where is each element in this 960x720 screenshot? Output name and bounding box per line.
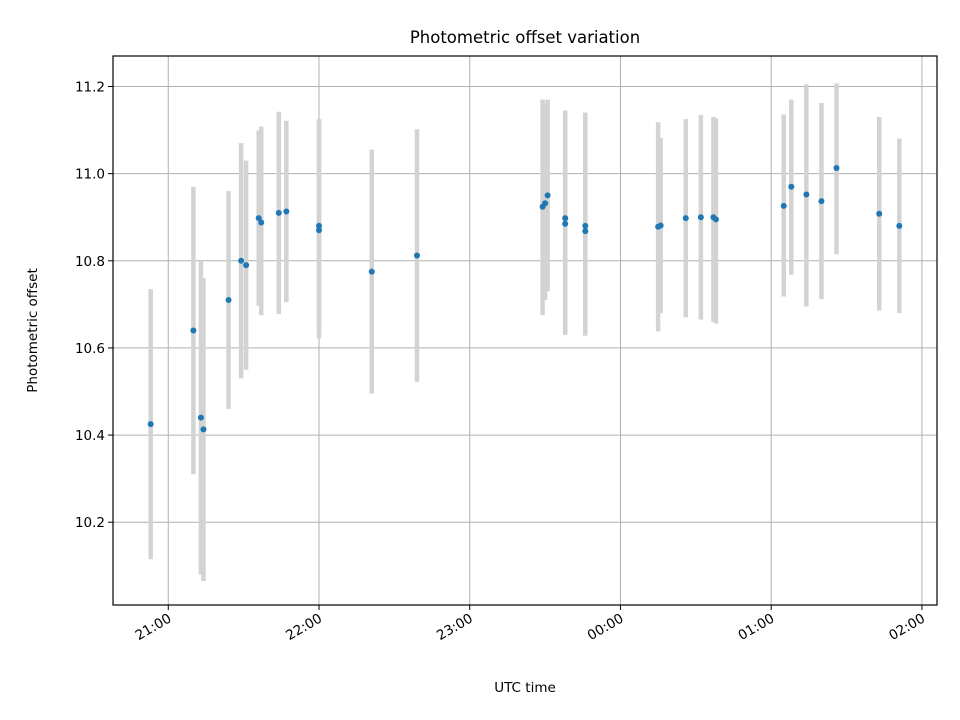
y-tick-label: 10.4 (75, 428, 105, 444)
data-point (582, 228, 589, 235)
x-axis-label: UTC time (494, 680, 556, 696)
data-point (283, 208, 290, 215)
data-point (190, 327, 197, 334)
data-point (316, 222, 322, 229)
data-point (896, 222, 903, 229)
data-point (712, 216, 719, 223)
data-point (238, 257, 245, 264)
data-point (368, 268, 375, 275)
data-point (316, 227, 322, 234)
y-tick-label: 10.2 (75, 515, 105, 531)
data-point (582, 222, 589, 229)
y-tick-label: 10.6 (75, 341, 105, 357)
data-point (562, 215, 569, 222)
data-point (243, 262, 250, 269)
data-point (255, 215, 262, 222)
data-point (682, 215, 689, 222)
data-point (780, 202, 787, 209)
data-point (697, 214, 704, 221)
data-point (544, 192, 551, 199)
grid (113, 56, 937, 605)
data-point (562, 220, 569, 227)
chart-title: Photometric offset variation (410, 28, 640, 47)
data-points (147, 164, 903, 433)
y-axis-label: Photometric offset (25, 268, 41, 392)
data-point (818, 198, 825, 205)
y-tick-label: 11.2 (75, 80, 105, 96)
y-tick-label: 11.0 (75, 167, 105, 183)
data-point (225, 297, 232, 303)
y-axis: 10.2 10.4 10.6 10.8 11.0 11.2 (75, 80, 113, 531)
data-point (542, 200, 549, 207)
data-point (876, 210, 883, 217)
data-point (657, 222, 664, 229)
data-point (833, 164, 840, 171)
y-tick-label: 10.8 (75, 254, 105, 270)
data-point (197, 414, 204, 421)
data-point (200, 426, 207, 433)
data-point (258, 219, 265, 226)
data-point (788, 183, 795, 190)
plot-frame (112, 55, 938, 606)
data-point (275, 209, 282, 216)
data-point (803, 191, 810, 198)
data-point (413, 252, 420, 259)
data-point (147, 421, 154, 428)
